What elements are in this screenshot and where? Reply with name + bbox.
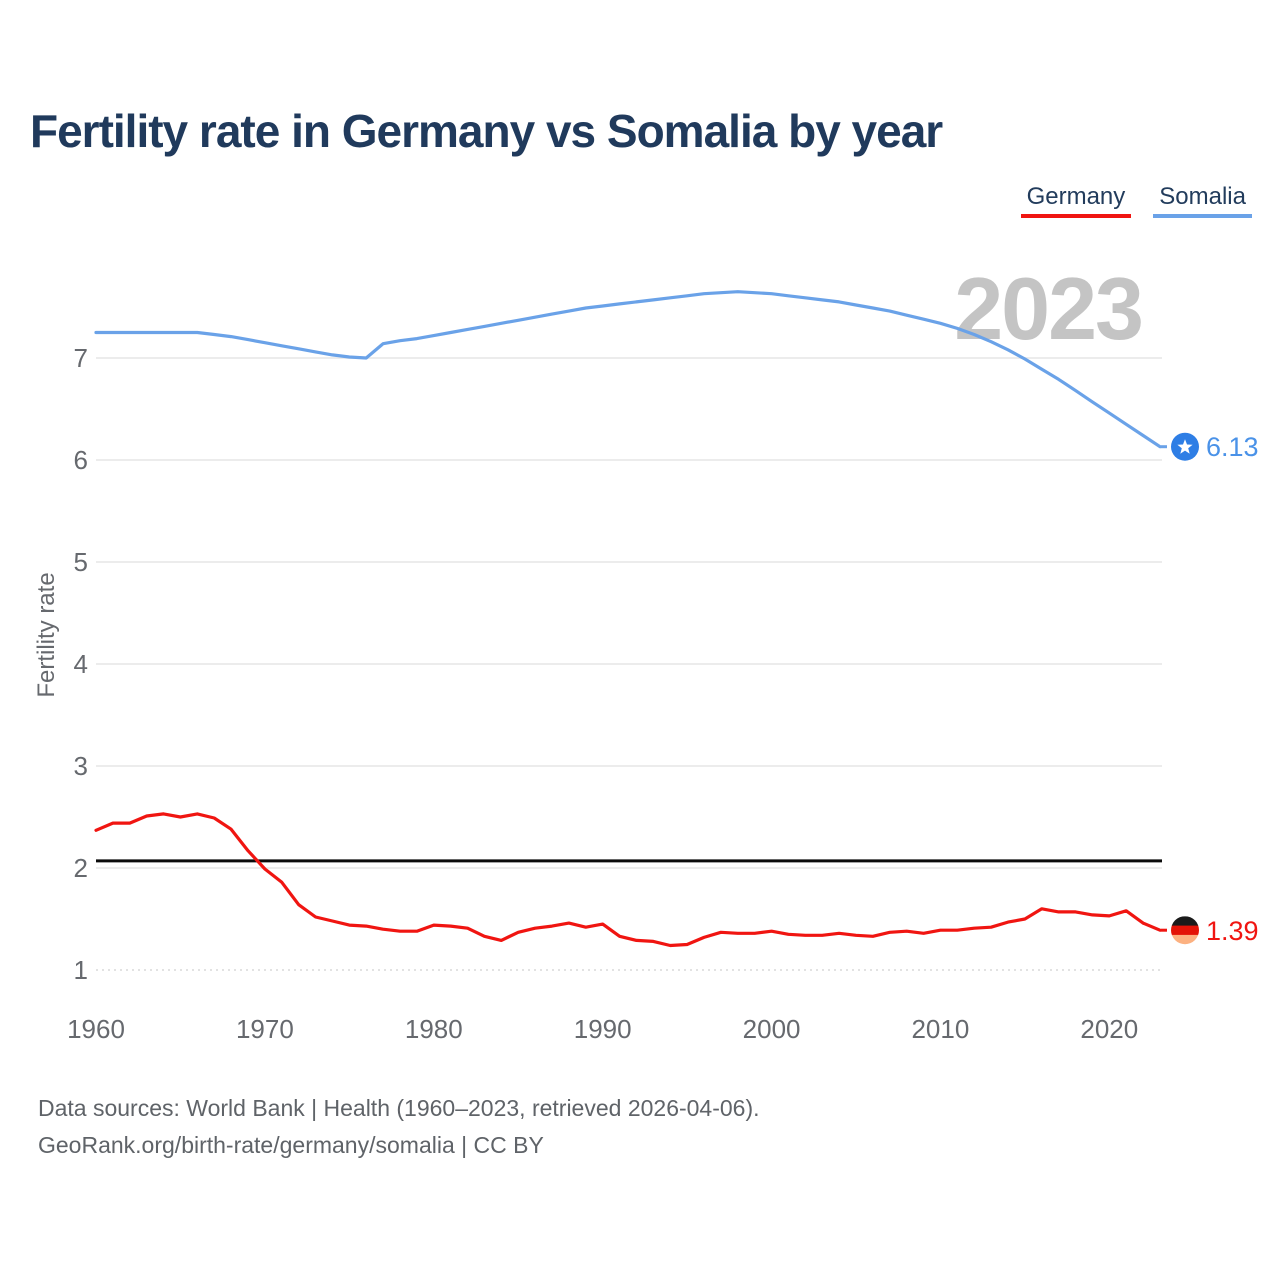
svg-text:1: 1 xyxy=(74,955,88,985)
footer: Data sources: World Bank | Health (1960–… xyxy=(38,1090,760,1164)
svg-text:2020: 2020 xyxy=(1080,1014,1138,1044)
legend-item-germany[interactable]: Germany xyxy=(1020,183,1132,218)
somalia-end-value: 6.13 xyxy=(1206,432,1259,462)
svg-text:2010: 2010 xyxy=(911,1014,969,1044)
y-axis-label: Fertility rate xyxy=(33,572,60,698)
svg-text:1970: 1970 xyxy=(236,1014,294,1044)
svg-text:6: 6 xyxy=(74,445,88,475)
page-title: Fertility rate in Germany vs Somalia by … xyxy=(30,105,943,157)
svg-text:1980: 1980 xyxy=(405,1014,463,1044)
svg-text:3: 3 xyxy=(74,751,88,781)
svg-text:5: 5 xyxy=(74,547,88,577)
svg-text:4: 4 xyxy=(74,649,88,679)
svg-text:2000: 2000 xyxy=(743,1014,801,1044)
svg-text:7: 7 xyxy=(74,343,88,373)
svg-text:1990: 1990 xyxy=(574,1014,632,1044)
footer-link[interactable]: GeoRank.org/birth-rate/germany/somalia |… xyxy=(38,1132,544,1158)
svg-text:2: 2 xyxy=(74,853,88,883)
svg-text:1960: 1960 xyxy=(67,1014,125,1044)
legend: Germany Somalia xyxy=(1020,183,1252,218)
germany-end-value: 1.39 xyxy=(1206,916,1259,946)
year-watermark: 2023 xyxy=(954,259,1144,358)
legend-item-somalia[interactable]: Somalia xyxy=(1153,183,1252,218)
footer-sources: Data sources: World Bank | Health (1960–… xyxy=(38,1095,760,1121)
